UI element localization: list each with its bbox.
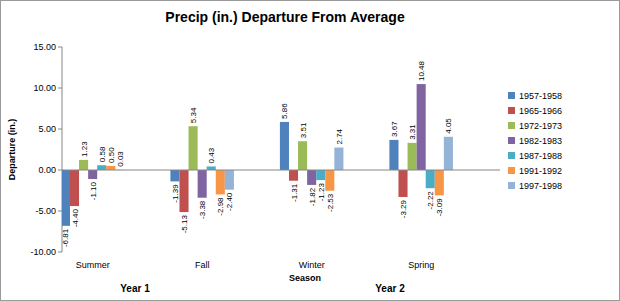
bar bbox=[444, 137, 453, 170]
legend-label: 1987-1988 bbox=[519, 151, 562, 161]
data-label: 10.48 bbox=[417, 60, 426, 81]
bar bbox=[289, 170, 298, 181]
bar bbox=[70, 170, 79, 206]
data-label: -3.38 bbox=[198, 200, 207, 219]
chart-border bbox=[1, 1, 620, 301]
data-label: -4.40 bbox=[71, 209, 80, 228]
bar bbox=[398, 170, 407, 197]
data-label: 3.31 bbox=[408, 124, 417, 140]
x-tick-label: Winter bbox=[299, 260, 325, 270]
bar bbox=[97, 165, 106, 170]
bar bbox=[179, 170, 188, 212]
data-label: 3.51 bbox=[299, 122, 308, 138]
y-axis-label: Departure (in.) bbox=[7, 119, 17, 181]
bar bbox=[389, 140, 398, 170]
bar bbox=[280, 122, 289, 170]
data-label: -1.23 bbox=[317, 183, 326, 202]
legend-swatch bbox=[508, 137, 515, 144]
x-tick-label: Fall bbox=[195, 260, 210, 270]
data-label: -2.53 bbox=[326, 193, 335, 212]
bar bbox=[334, 148, 343, 170]
data-label: 2.74 bbox=[335, 128, 344, 144]
x-axis-label: Season bbox=[289, 273, 321, 283]
data-label: 0.58 bbox=[98, 146, 107, 162]
bar bbox=[417, 84, 426, 170]
data-label: -2.98 bbox=[216, 197, 225, 216]
data-label: 0.03 bbox=[116, 151, 125, 167]
legend-label: 1957-1958 bbox=[519, 91, 562, 101]
y-tick bbox=[58, 252, 62, 253]
annotation: Year 2 bbox=[375, 283, 405, 294]
data-label: 4.05 bbox=[444, 118, 453, 134]
bar bbox=[225, 170, 234, 190]
bar bbox=[435, 170, 444, 195]
bar bbox=[62, 170, 70, 226]
y-tick-label: -5.00 bbox=[35, 206, 56, 216]
bar bbox=[408, 143, 417, 170]
bar bbox=[106, 166, 115, 170]
data-label: 5.86 bbox=[280, 103, 289, 119]
data-label: 3.67 bbox=[390, 121, 399, 137]
legend-swatch bbox=[508, 107, 515, 114]
data-label: -1.10 bbox=[89, 181, 98, 200]
chart-title: Precip (in.) Departure From Average bbox=[165, 9, 405, 25]
data-label: 5.34 bbox=[189, 107, 198, 123]
chart: Precip (in.) Departure From Average Depar… bbox=[0, 0, 620, 301]
data-label: -6.81 bbox=[61, 228, 70, 247]
legend-swatch bbox=[508, 182, 515, 189]
y-tick bbox=[58, 170, 62, 171]
bar bbox=[207, 166, 216, 170]
annotation: Year 1 bbox=[120, 283, 150, 294]
data-label: -1.39 bbox=[171, 184, 180, 203]
data-label: 1.23 bbox=[80, 141, 89, 157]
x-tick-label: Summer bbox=[76, 260, 110, 270]
legend-label: 1965-1966 bbox=[519, 106, 562, 116]
legend: 1957-1958 1965-1966 1972-1973 1982-1983 1987… bbox=[508, 91, 562, 191]
y-tick-label: 10.00 bbox=[33, 83, 56, 93]
bar bbox=[189, 126, 198, 170]
bar bbox=[298, 141, 307, 170]
data-label: -2.22 bbox=[426, 191, 435, 210]
y-tick-label: 5.00 bbox=[38, 124, 56, 134]
bar bbox=[426, 170, 435, 188]
legend-swatch bbox=[508, 92, 515, 99]
y-tick bbox=[58, 47, 62, 48]
y-tick-label: 0.00 bbox=[38, 165, 56, 175]
data-label: -1.82 bbox=[308, 187, 317, 206]
data-label: 0.43 bbox=[207, 147, 216, 163]
y-tick-label: -10.00 bbox=[30, 247, 56, 257]
data-labels: -6.81 -1.39 5.86 3.67 -4.40 -5.13 -1.31 -3.29 1.… bbox=[61, 60, 453, 247]
x-axis-line bbox=[62, 170, 500, 171]
bar bbox=[216, 170, 225, 194]
bar bbox=[88, 170, 97, 179]
data-label: 0.50 bbox=[107, 147, 116, 163]
x-tick-label: Spring bbox=[408, 260, 434, 270]
data-label: -3.09 bbox=[435, 198, 444, 217]
y-tick bbox=[58, 129, 62, 130]
bar bbox=[325, 170, 334, 191]
data-label: -3.29 bbox=[399, 199, 408, 218]
bars bbox=[62, 84, 453, 226]
data-label: -5.13 bbox=[180, 215, 189, 234]
legend-label: 1991-1992 bbox=[519, 166, 562, 176]
y-tick bbox=[58, 88, 62, 89]
legend-label: 1972-1973 bbox=[519, 121, 562, 131]
data-label: -1.31 bbox=[290, 183, 299, 202]
bar bbox=[198, 170, 207, 198]
bar bbox=[316, 170, 325, 180]
bar bbox=[307, 170, 316, 185]
data-label: -2.40 bbox=[225, 192, 234, 211]
legend-label: 1997-1998 bbox=[519, 181, 562, 191]
legend-swatch bbox=[508, 167, 515, 174]
y-tick-label: 15.00 bbox=[33, 42, 56, 52]
bar bbox=[79, 160, 88, 170]
legend-swatch bbox=[508, 122, 515, 129]
legend-swatch bbox=[508, 152, 515, 159]
y-tick bbox=[58, 211, 62, 212]
bar bbox=[170, 170, 179, 181]
legend-label: 1982-1983 bbox=[519, 136, 562, 146]
